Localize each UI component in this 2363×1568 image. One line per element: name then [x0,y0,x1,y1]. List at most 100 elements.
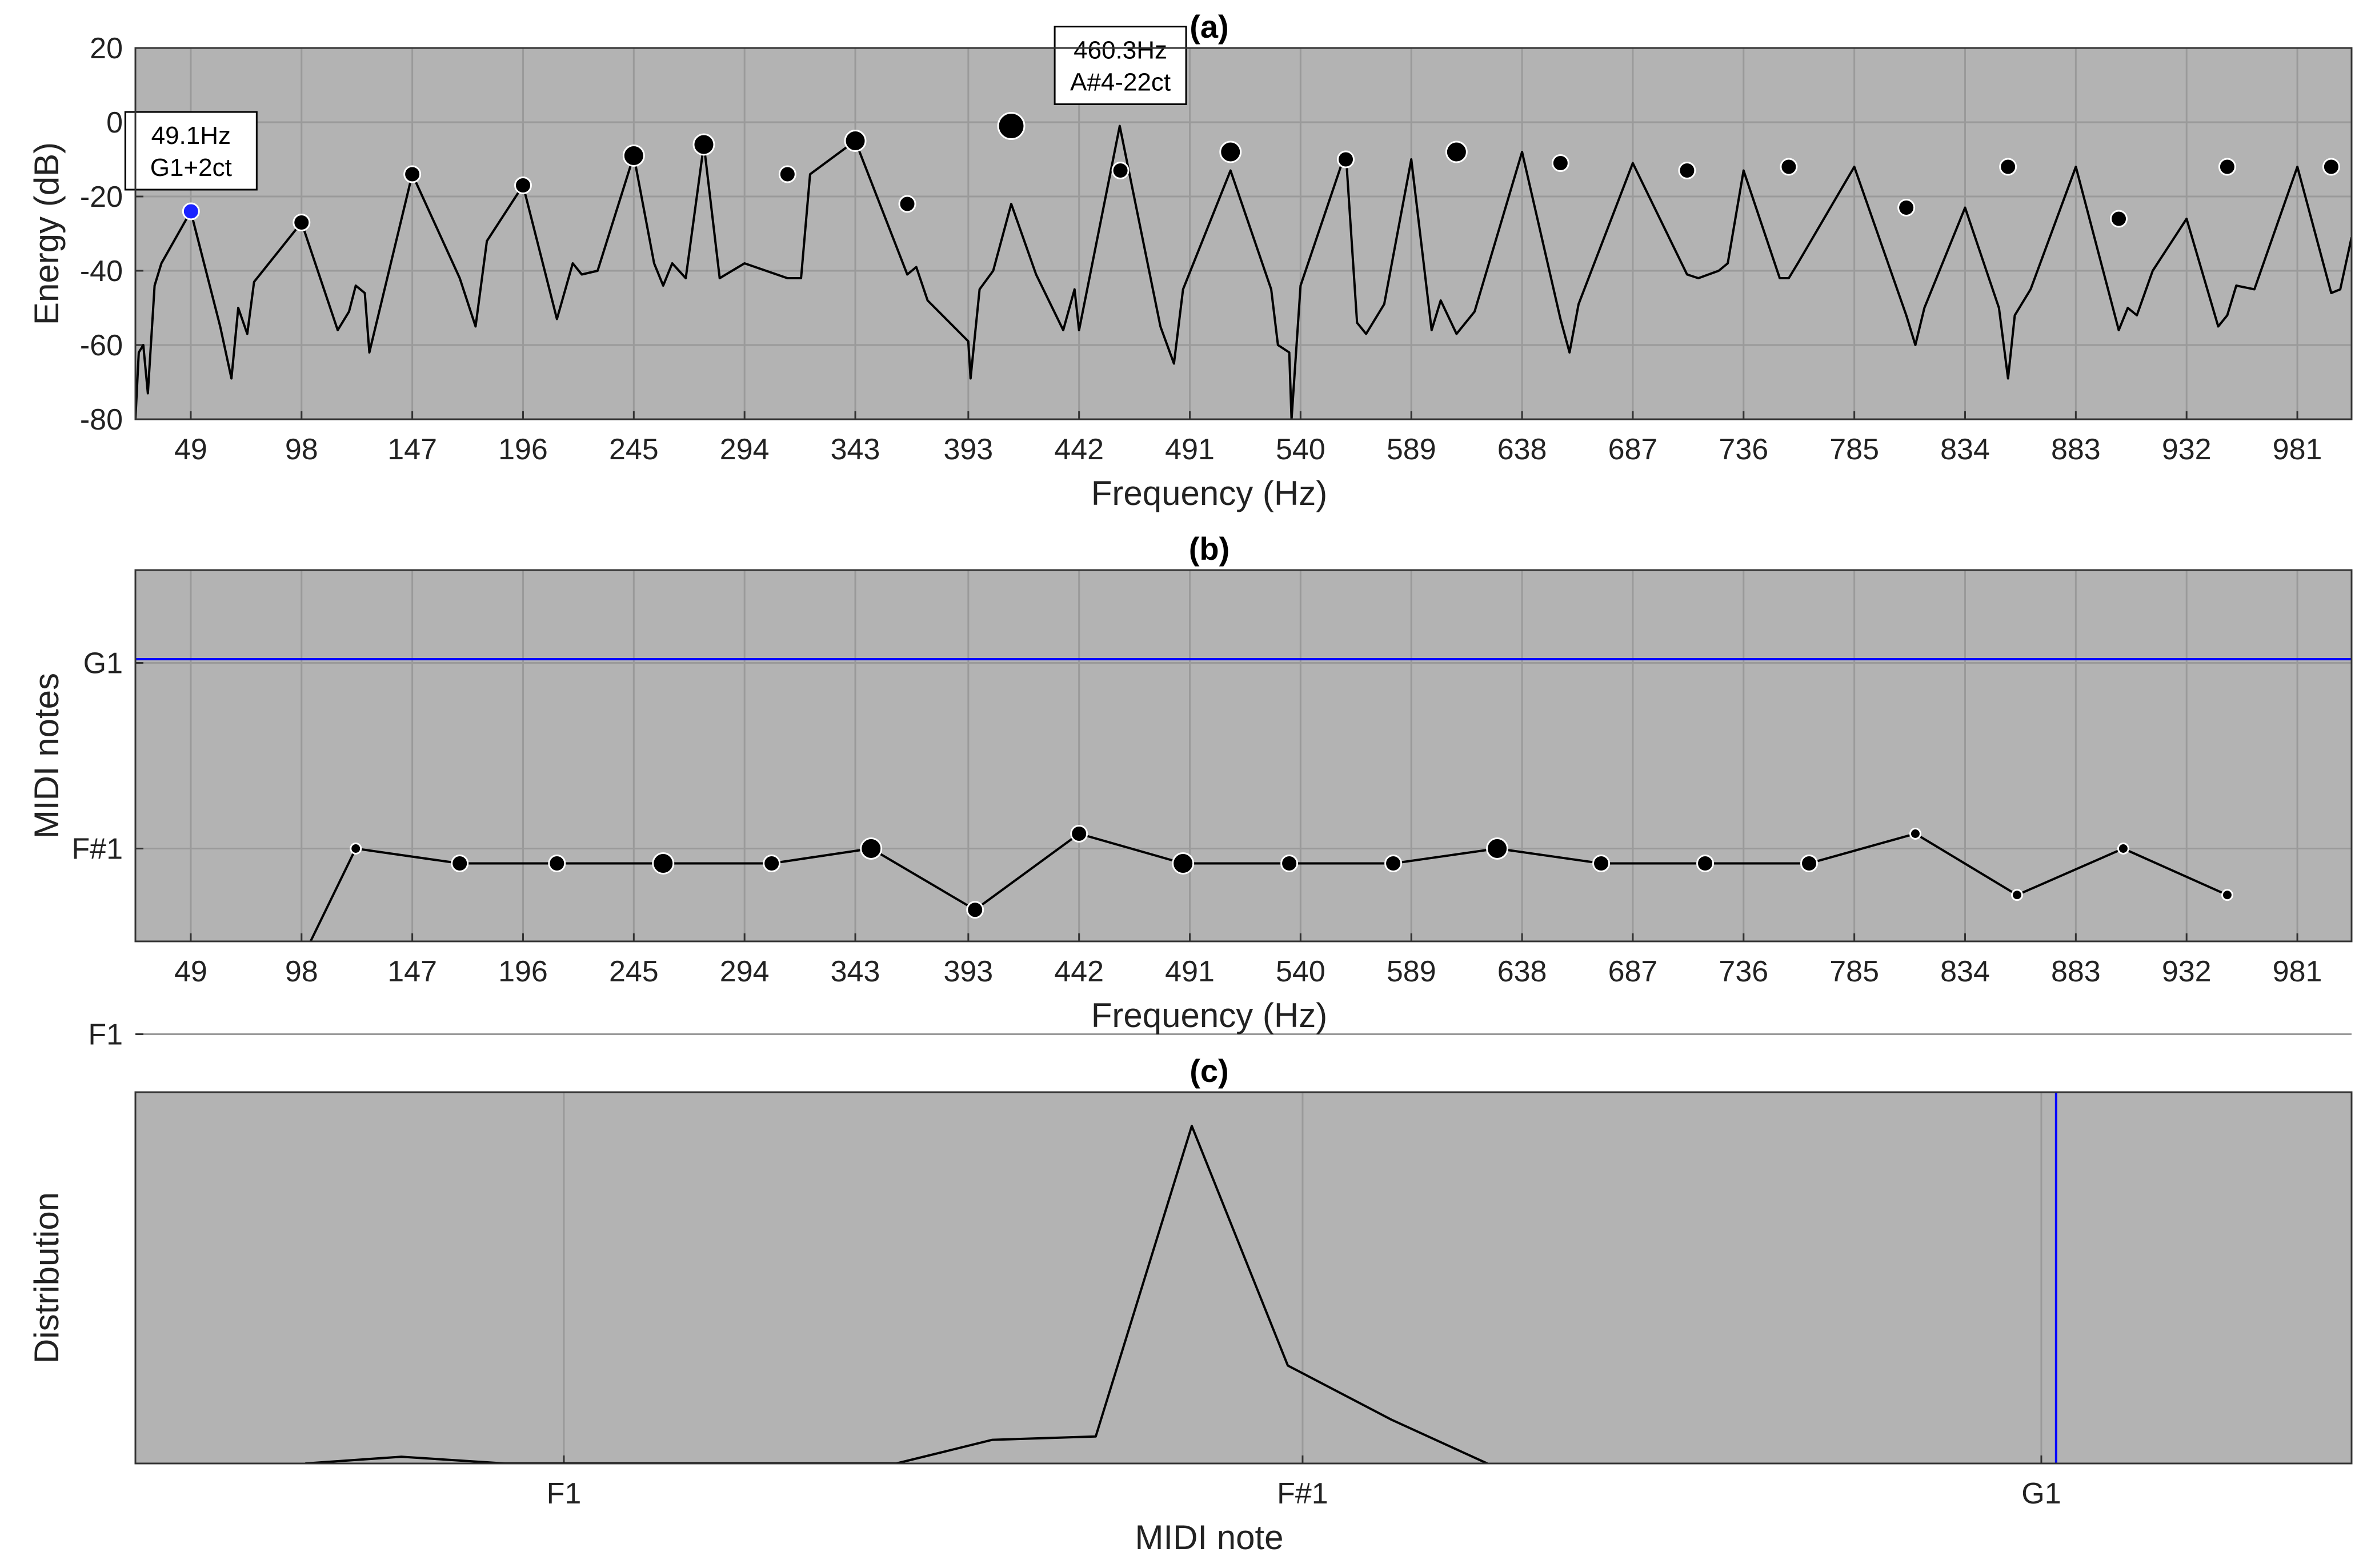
data-point [2117,843,2129,855]
plot-area [135,1092,2352,1463]
datatip: 49.1Hz G1+2ct [124,111,258,191]
peak-marker [1337,150,1355,169]
x-tick-label: G1 [2021,1477,2061,1510]
x-tick-label: 245 [609,955,659,988]
peak-marker [514,177,532,194]
peak-marker [1678,162,1696,179]
peak-marker [898,195,916,213]
y-tick-label: -40 [80,255,123,288]
x-tick-label: 49 [174,433,207,466]
peak-marker [293,214,311,231]
plot-frame [134,569,2353,943]
y-tick-label: F1 [88,1018,123,1052]
x-tick-label: 442 [1054,955,1104,988]
x-tick-label: 49 [174,955,207,988]
data-point [2010,889,2023,901]
data-point [652,852,675,875]
peak-marker [1897,199,1916,216]
y-axis-label: Energy (dB) [27,142,66,325]
x-tick-label: 981 [2273,955,2322,988]
y-tick-label: 0 [106,106,123,139]
peak-marker [844,130,867,152]
plot-frame [134,47,2353,420]
peak-marker [1551,154,1569,172]
x-tick-label: 343 [831,433,880,466]
x-axis-label: Frequency (Hz) [1091,474,1327,512]
peak-marker [1999,158,2017,176]
peak-marker [622,145,645,167]
y-tick-label: G1 [83,647,123,680]
x-tick-label: 834 [1940,433,1990,466]
panel-a: 49 98 147 196 245 294 343 393 442 491 540 589 638 687… [27,9,2353,512]
x-tick-label: 981 [2273,433,2322,466]
x-tick-label: 883 [2051,955,2101,988]
y-tick-label: 20 [90,32,123,65]
plot-area [135,570,2352,941]
data-point [1486,837,1509,860]
x-tick-label: 687 [1608,433,1658,466]
data-point [2221,889,2233,901]
peak-marker [1219,141,1242,163]
x-tick-label: 932 [2162,955,2212,988]
x-tick-label: 883 [2051,433,2101,466]
x-tick-label: 932 [2162,433,2212,466]
x-axis-label: Frequency (Hz) [1091,996,1327,1034]
plot-content [305,1092,2057,1463]
y-axis-label: MIDI notes [27,673,66,839]
data-point [966,901,984,919]
panel-title: (b) [1189,531,1230,567]
x-tick-label: 638 [1497,955,1547,988]
peak-marker [1111,162,1130,179]
x-tick-label: 736 [1719,955,1768,988]
x-tick-label: 442 [1054,433,1104,466]
panel-c: F1 F#1 G1 (c) MIDI note Distribution [27,1053,2353,1557]
peak-marker [692,133,715,156]
x-tick-label: 196 [498,955,548,988]
x-tick-label: F1 [547,1477,582,1510]
x-tick-label: 540 [1276,955,1325,988]
datatip: 460.3Hz A#4-22ct [1054,26,1187,105]
data-point [1592,855,1611,872]
series-line [309,832,2228,941]
plot-content [135,658,2352,1077]
data-point [1172,852,1195,875]
x-tick-label: 785 [1829,433,1879,466]
plot-frame [134,1091,2353,1465]
plot-content [135,112,2352,419]
x-tick-label: 393 [943,955,993,988]
x-tick-label: 834 [1940,955,1990,988]
peak-marker [182,202,200,220]
data-point [860,837,883,860]
peak-marker [2322,158,2340,176]
x-tick-label: 589 [1387,433,1436,466]
data-point [1070,825,1088,843]
x-tick-label: F#1 [1277,1477,1328,1510]
datatip-box [1054,26,1187,105]
data-point [1909,828,1921,840]
peak-marker [1780,158,1798,176]
x-tick-label: 393 [943,433,993,466]
x-tick-label: 294 [720,955,770,988]
peak-marker [997,112,1026,140]
data-point [1384,855,1403,872]
panel-b: 49 98 147 196 245 294 343 393 442 491 540 589 638 687… [27,531,2353,1077]
peak-marker [2110,210,2128,228]
peak-marker [403,165,422,183]
data-point [242,1066,253,1077]
datatip-text: G1+2ct [150,154,232,182]
x-tick-label: 196 [498,433,548,466]
peak-marker [1445,141,1468,163]
x-tick-label: 491 [1165,955,1215,988]
datatip-text: A#4-22ct [1070,69,1171,97]
x-tick-label: 687 [1608,955,1658,988]
y-tick-label: F#1 [71,833,123,866]
x-tick-label: 98 [285,955,318,988]
spectrum-line [135,125,2352,419]
x-tick-label: 785 [1829,955,1879,988]
peak-marker [2218,158,2236,176]
data-point [350,843,362,855]
datatip-box [124,111,258,191]
series-line [305,1125,1488,1463]
data-point [451,855,469,872]
